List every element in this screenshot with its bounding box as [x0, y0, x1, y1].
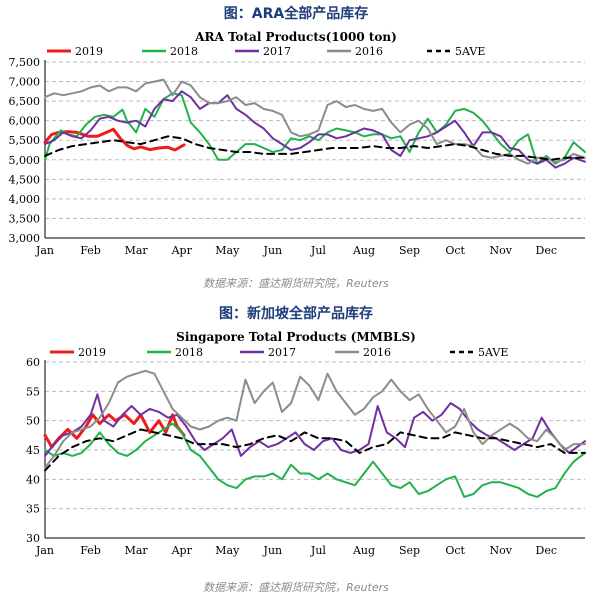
x-tick-label: Jun	[263, 244, 283, 257]
y-tick-label: 60	[26, 356, 40, 369]
x-tick-label: Jan	[35, 544, 54, 557]
y-tick-label: 4,500	[9, 173, 41, 186]
x-tick-label: Sep	[399, 544, 420, 557]
x-tick-label: Aug	[352, 544, 375, 557]
x-tick-label: Apr	[171, 544, 193, 557]
x-tick-label: Dec	[536, 544, 558, 557]
y-tick-label: 35	[26, 503, 40, 516]
x-tick-label: Jul	[310, 244, 326, 257]
y-tick-label: 55	[26, 385, 40, 398]
y-tick-label: 7,500	[9, 56, 41, 69]
y-tick-label: 5,000	[9, 154, 41, 167]
x-tick-label: Oct	[445, 244, 465, 257]
series-line-2017	[44, 393, 586, 457]
y-tick-label: 30	[26, 532, 40, 545]
x-tick-label: Nov	[489, 244, 512, 257]
series-line-2019	[43, 413, 186, 449]
x-tick-label: Mar	[125, 244, 149, 257]
y-tick-label: 3,500	[9, 212, 41, 225]
x-tick-label: Mar	[125, 544, 149, 557]
series-line-5ave	[44, 135, 586, 161]
series-line-2016	[44, 369, 586, 469]
series-line-5ave	[44, 428, 586, 472]
x-tick-label: Jul	[310, 544, 326, 557]
legend-label: 2019	[78, 346, 106, 359]
x-tick-label: Oct	[445, 544, 465, 557]
x-tick-label: Nov	[489, 544, 512, 557]
series-line-2019	[43, 127, 186, 152]
y-tick-label: 50	[26, 415, 40, 428]
legend-label: 2017	[268, 346, 296, 359]
legend-label: 5AVE	[478, 346, 508, 359]
y-tick-label: 6,000	[9, 115, 41, 128]
legend-label: 2016	[355, 45, 383, 58]
legend-label: 5AVE	[455, 45, 485, 58]
legend-label: 2018	[170, 45, 198, 58]
bottom-source-note: 数据来源：盛达期货研究院，Reuters	[203, 581, 389, 594]
series-line-2017	[44, 90, 586, 169]
legend-label: 2018	[175, 346, 203, 359]
y-tick-label: 7,000	[9, 76, 41, 89]
top-section-title: 图：ARA全部产品库存	[223, 6, 369, 22]
chart-title: Singapore Total Products (MMBLS)	[176, 330, 416, 344]
chart-title: ARA Total Products(1000 ton)	[194, 30, 397, 44]
y-tick-label: 3,000	[9, 232, 41, 245]
y-tick-label: 45	[26, 444, 40, 457]
x-tick-label: Sep	[399, 244, 420, 257]
bottom-section-title: 图：新加坡全部产品库存	[219, 306, 373, 322]
y-tick-label: 5,500	[9, 134, 41, 147]
series-line-2016	[44, 78, 586, 165]
series-line-2018	[44, 422, 586, 498]
legend-label: 2017	[263, 45, 291, 58]
x-tick-label: May	[215, 544, 240, 557]
ara-chart: ARA Total Products(1000 ton) 3,000 3,500 4,…	[9, 30, 586, 257]
x-tick-label: Jun	[263, 544, 283, 557]
y-tick-label: 4,000	[9, 193, 41, 206]
x-tick-label: Feb	[80, 244, 101, 257]
x-tick-label: Aug	[352, 244, 375, 257]
legend-label: 2019	[75, 45, 103, 58]
x-tick-label: Feb	[80, 544, 101, 557]
top-source-note: 数据来源：盛达期货研究院，Reuters	[203, 277, 389, 290]
y-tick-label: 40	[26, 473, 40, 486]
legend-label: 2016	[363, 346, 391, 359]
series-line-2018	[44, 92, 586, 165]
x-tick-label: Jan	[35, 244, 54, 257]
x-tick-label: May	[215, 244, 240, 257]
y-tick-label: 6,500	[9, 95, 41, 108]
singapore-chart: Singapore Total Products (MMBLS) 30 35 40 45…	[26, 330, 586, 557]
x-tick-label: Dec	[536, 244, 558, 257]
x-tick-label: Apr	[171, 244, 193, 257]
